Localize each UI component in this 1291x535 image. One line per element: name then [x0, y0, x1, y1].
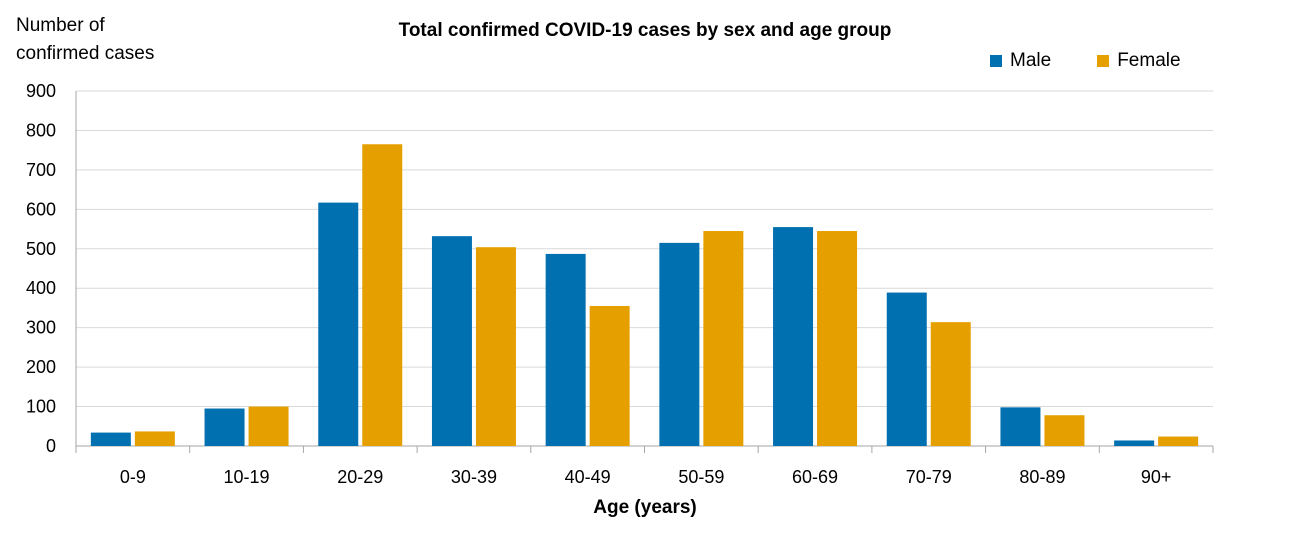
- legend: Male Female: [990, 50, 1181, 72]
- legend-label-male: Male: [1010, 50, 1052, 71]
- x-tick-label: 80-89: [1019, 467, 1065, 487]
- y-tick-label: 400: [26, 278, 56, 298]
- bar-male-20-29: [318, 202, 359, 446]
- bar-female-60-69: [817, 231, 858, 446]
- bar-female-20-29: [362, 144, 403, 446]
- bar-female-80-89: [1044, 415, 1085, 446]
- bar-male-40-49: [545, 253, 586, 446]
- bar-female-0-9: [134, 431, 175, 446]
- y-axis-label: Number of confirmed cases: [16, 12, 176, 68]
- bar-female-40-49: [589, 305, 630, 446]
- bar-male-80-89: [1000, 407, 1041, 446]
- y-tick-label: 500: [26, 239, 56, 259]
- y-tick-label: 600: [26, 199, 56, 219]
- x-axis-label: Age (years): [593, 497, 697, 518]
- legend-item-female: Female: [1097, 50, 1181, 72]
- legend-swatch-female: [1097, 55, 1110, 67]
- y-tick-label: 800: [26, 120, 56, 140]
- y-tick-label: 700: [26, 160, 56, 180]
- bar-female-70-79: [930, 322, 971, 446]
- x-tick-label: 70-79: [906, 467, 952, 487]
- y-tick-label: 200: [26, 357, 56, 377]
- x-tick-label: 60-69: [792, 467, 838, 487]
- legend-label-female: Female: [1117, 50, 1181, 71]
- y-tick-label: 0: [46, 436, 56, 456]
- bar-male-0-9: [90, 432, 131, 446]
- x-tick-label: 50-59: [678, 467, 724, 487]
- x-tick-label: 30-39: [451, 467, 497, 487]
- legend-swatch-male: [990, 55, 1002, 67]
- bar-male-60-69: [773, 227, 814, 446]
- bar-male-10-19: [204, 408, 245, 446]
- legend-item-male: Male: [990, 50, 1051, 72]
- bar-female-30-39: [475, 247, 516, 446]
- bar-female-10-19: [248, 406, 289, 446]
- x-tick-label: 10-19: [224, 467, 270, 487]
- x-tick-label: 90+: [1141, 467, 1172, 487]
- bar-female-50-59: [703, 231, 744, 446]
- bar-male-70-79: [886, 292, 927, 446]
- bar-male-90+: [1114, 440, 1155, 446]
- bar-male-50-59: [659, 242, 700, 446]
- bar-male-30-39: [431, 236, 472, 446]
- bar-female-90+: [1158, 436, 1199, 446]
- x-tick-label: 0-9: [120, 467, 146, 487]
- y-tick-label: 100: [26, 397, 56, 417]
- x-tick-label: 20-29: [337, 467, 383, 487]
- y-tick-label: 900: [26, 81, 56, 101]
- y-axis-label-text: Number of confirmed cases: [16, 15, 155, 64]
- x-tick-label: 40-49: [565, 467, 611, 487]
- chart-title: Total confirmed COVID-19 cases by sex an…: [398, 20, 892, 41]
- y-tick-label: 300: [26, 318, 56, 338]
